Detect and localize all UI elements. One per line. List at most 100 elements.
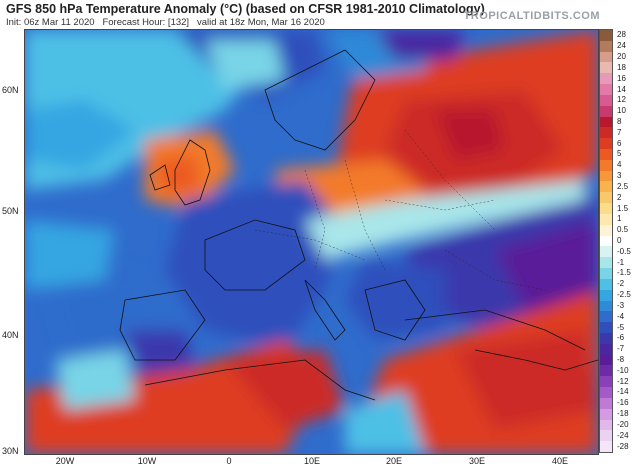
colorbar-swatch <box>600 278 612 291</box>
lat-label: 50N <box>2 206 19 216</box>
colorbar-label: -3 <box>617 300 625 310</box>
colorbar-label: 4 <box>617 160 622 170</box>
colorbar-swatch <box>600 192 612 204</box>
colorbar-swatch <box>600 419 612 431</box>
colorbar-label: 28 <box>617 30 626 40</box>
colorbar-swatch <box>600 73 612 85</box>
brand-watermark: TROPICALTIDBITS.COM <box>463 10 600 22</box>
colorbar-swatch <box>600 311 612 323</box>
colorbar-label: 18 <box>617 62 626 72</box>
lon-label: 20E <box>385 456 403 466</box>
colorbar-label: 24 <box>617 41 626 51</box>
colorbar-swatch <box>600 376 612 388</box>
colorbar-swatch <box>600 116 612 128</box>
colorbar-swatch <box>600 149 612 161</box>
colorbar-label: 16 <box>617 73 626 83</box>
anomaly-map <box>24 29 599 455</box>
colorbar-label: 7 <box>617 127 622 137</box>
colorbar-label: -2 <box>617 279 625 289</box>
colorbar-swatch <box>600 408 612 421</box>
colorbar-swatch <box>600 300 612 312</box>
colorbar-swatch <box>600 289 612 301</box>
colorbar-label: -7 <box>617 344 625 354</box>
colorbar-swatch <box>600 246 612 258</box>
lon-label: 20W <box>55 456 75 466</box>
colorbar-swatch <box>600 203 612 215</box>
colorbar-swatch <box>600 159 612 172</box>
colorbar-swatch <box>600 30 612 42</box>
colorbar-label: 3 <box>617 171 622 181</box>
colorbar-label: 2.5 <box>617 181 629 191</box>
colorbar-swatch <box>600 343 612 356</box>
colorbar-label: -1 <box>617 257 625 267</box>
colorbar-swatch <box>600 332 612 345</box>
colorbar-swatch <box>600 441 612 453</box>
colorbar-label: -14 <box>617 387 629 397</box>
colorbar-label: -18 <box>617 409 629 419</box>
lon-label: 30E <box>468 456 486 466</box>
colorbar-label: 0 <box>617 236 622 245</box>
colorbar-label: 10 <box>617 106 626 116</box>
colorbar-label: -10 <box>617 365 629 375</box>
borders <box>254 129 546 291</box>
colorbar-swatch <box>600 62 612 74</box>
colorbar-swatch <box>600 170 612 182</box>
valid-time: valid at 18z Mon, Mar 16 2020 <box>197 17 325 28</box>
colorbar-label: 1 <box>617 214 622 224</box>
colorbar-label: 12 <box>617 95 626 105</box>
anomaly-field <box>25 30 598 454</box>
colorbar-label: 2 <box>617 192 622 202</box>
lat-label: 60N <box>2 85 19 95</box>
colorbar-swatch <box>600 138 612 150</box>
colorbar-label: 5 <box>617 149 622 159</box>
coastlines <box>119 49 598 401</box>
map-subtitle: Init: 06z Mar 11 2020 Forecast Hour: [13… <box>6 17 325 28</box>
lon-label: 10W <box>137 456 157 466</box>
colorbar-swatch <box>600 322 612 334</box>
colorbar-label: -8 <box>617 355 625 365</box>
colorbar-label: 6 <box>617 138 622 148</box>
lon-label: 40E <box>551 456 569 466</box>
colorbar-swatch <box>600 257 612 269</box>
colorbar-label: -0.5 <box>617 246 631 256</box>
colorbar-swatch <box>600 51 612 63</box>
colorbar-label: -28 <box>617 441 629 451</box>
colorbar-label: 0.5 <box>617 225 629 235</box>
colorbar-swatch <box>600 213 612 226</box>
colorbar-label: 1.5 <box>617 203 629 213</box>
map-title: GFS 850 hPa Temperature Anomaly (°C) (ba… <box>6 2 485 16</box>
colorbar-swatch <box>600 127 612 139</box>
lat-label: 30N <box>2 446 19 456</box>
colorbar-swatch <box>600 224 612 237</box>
colorbar-label: -20 <box>617 419 629 429</box>
lon-label: 10E <box>303 456 321 466</box>
colorbar-swatch <box>600 354 612 366</box>
lon-label: 0 <box>226 456 232 466</box>
colorbar-label: 14 <box>617 84 626 94</box>
colorbar-swatch <box>600 94 612 107</box>
colorbar-label: -24 <box>617 430 629 440</box>
colorbar-swatch <box>600 387 612 399</box>
colorbar-label: -6 <box>617 333 625 343</box>
colorbar-label: -2.5 <box>617 290 631 300</box>
colorbar <box>599 29 613 453</box>
colorbar-label: -16 <box>617 398 629 408</box>
colorbar-label: 8 <box>617 116 622 126</box>
colorbar-label: -5 <box>617 322 625 332</box>
colorbar-swatch <box>600 268 612 280</box>
colorbar-swatch <box>600 181 612 193</box>
colorbar-swatch <box>600 430 612 442</box>
colorbar-swatch <box>600 105 612 118</box>
colorbar-swatch <box>600 84 612 96</box>
forecast-hour: Forecast Hour: [132] <box>102 17 190 28</box>
colorbar-label: -4 <box>617 311 625 321</box>
map-canvas <box>25 30 598 454</box>
colorbar-label: -1.5 <box>617 268 631 278</box>
colorbar-label: -12 <box>617 376 629 386</box>
colorbar-swatch <box>600 235 612 247</box>
colorbar-swatch <box>600 40 612 53</box>
colorbar-swatch <box>600 397 612 410</box>
colorbar-swatch <box>600 365 612 377</box>
colorbar-label: 20 <box>617 52 626 62</box>
init-time: Init: 06z Mar 11 2020 <box>6 17 95 28</box>
